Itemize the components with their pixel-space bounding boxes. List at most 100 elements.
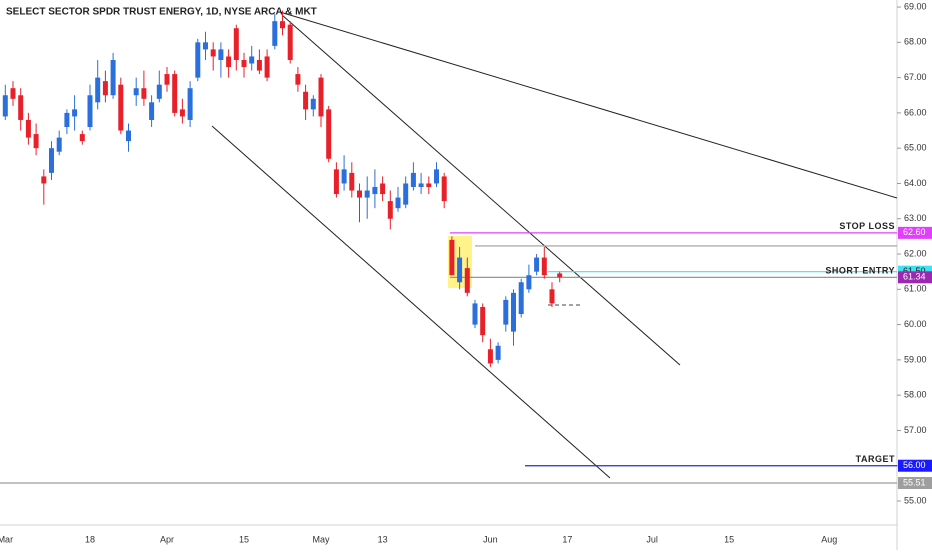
candle-body xyxy=(25,119,31,138)
y-tick-label: 63.00 xyxy=(904,213,927,223)
candle-body xyxy=(349,172,355,191)
candle-body xyxy=(2,95,8,117)
candle-body xyxy=(480,306,486,336)
price-line-label: TARGET xyxy=(856,454,895,464)
candle-body xyxy=(318,77,324,117)
price-line-label: STOP LOSS xyxy=(839,221,895,231)
candle-body xyxy=(195,42,201,78)
candle-body xyxy=(87,95,93,128)
price-line-label: SHORT ENTRY xyxy=(825,266,895,276)
candle-body xyxy=(326,109,332,159)
candle-body xyxy=(64,112,70,128)
candle-body xyxy=(79,134,85,142)
candle-body xyxy=(172,74,178,113)
candle-body xyxy=(164,74,170,85)
candle-body xyxy=(95,77,101,103)
candle-body xyxy=(395,197,401,209)
candle-body xyxy=(18,95,24,120)
candle-body xyxy=(156,84,162,99)
candle-body xyxy=(418,183,424,187)
candle-body xyxy=(280,21,285,29)
y-tick-label: 69.00 xyxy=(904,1,927,11)
candle-body xyxy=(56,137,62,152)
candle-body xyxy=(126,130,131,142)
x-tick-label: May xyxy=(312,534,330,544)
candle-body xyxy=(511,292,516,332)
y-tick-label: 64.00 xyxy=(904,178,927,188)
candle-body xyxy=(49,148,54,173)
candle-body xyxy=(233,28,239,60)
price-tag xyxy=(898,459,932,472)
trend-line xyxy=(211,125,611,479)
x-tick-label: 15 xyxy=(239,534,249,544)
candle-body xyxy=(387,201,393,219)
candle-body xyxy=(303,91,309,110)
candle-body xyxy=(541,257,547,276)
candle-body xyxy=(457,257,463,283)
candle-body xyxy=(518,282,524,315)
candle-body xyxy=(526,275,532,290)
y-tick-label: 67.00 xyxy=(904,72,927,82)
price-tag-label: 56.00 xyxy=(903,460,926,470)
x-tick-label: Mar xyxy=(0,534,13,544)
candle-body xyxy=(264,56,270,78)
candle-body xyxy=(310,98,316,110)
trend-line xyxy=(281,14,681,366)
candle-body xyxy=(534,257,540,272)
x-tick-label: Jun xyxy=(483,534,498,544)
trend-line xyxy=(279,11,898,199)
candle-body xyxy=(41,176,47,184)
candle-body xyxy=(495,345,501,360)
x-tick-label: Apr xyxy=(160,534,174,544)
candle-body xyxy=(272,21,278,46)
candle-body xyxy=(472,303,478,325)
y-tick-label: 55.00 xyxy=(904,495,927,505)
x-tick-label: 15 xyxy=(724,534,734,544)
candle-body xyxy=(149,102,155,120)
candle-body xyxy=(249,56,255,64)
price-tag-label: 61.50 xyxy=(903,266,926,276)
candle-body xyxy=(33,134,39,149)
x-tick-label: 18 xyxy=(85,534,95,544)
candle-body xyxy=(295,74,301,85)
price-tag xyxy=(898,271,932,284)
price-tag-label: 55.51 xyxy=(903,477,926,487)
candle-body xyxy=(226,56,232,68)
candle-body xyxy=(241,59,247,68)
x-tick-label: Aug xyxy=(821,534,837,544)
candle-body xyxy=(364,190,370,198)
x-tick-label: 17 xyxy=(562,534,572,544)
price-tag xyxy=(898,477,932,490)
candle-body xyxy=(557,273,563,278)
candle-body xyxy=(187,88,193,120)
candle-body xyxy=(256,59,262,71)
candle-body xyxy=(102,81,108,96)
candle-body xyxy=(333,169,339,195)
candle-body xyxy=(503,299,509,325)
y-tick-label: 61.00 xyxy=(904,284,927,294)
candle-body xyxy=(464,268,470,293)
candle-body xyxy=(410,172,416,187)
candle-body xyxy=(10,88,16,99)
y-tick-label: 59.00 xyxy=(904,354,927,364)
y-tick-label: 66.00 xyxy=(904,107,927,117)
y-tick-label: 60.00 xyxy=(904,319,927,329)
y-tick-label: 58.00 xyxy=(904,390,927,400)
candle-body xyxy=(487,349,493,364)
price-tag-label: 61.34 xyxy=(903,272,926,282)
candle-body xyxy=(72,109,78,117)
candle-body xyxy=(380,183,386,195)
candle-body xyxy=(141,88,147,99)
candle-body xyxy=(203,42,208,50)
candle-body xyxy=(118,84,124,131)
candle-body xyxy=(357,190,362,198)
price-tag-label: 62.60 xyxy=(903,227,926,237)
candle-body xyxy=(372,186,378,195)
x-tick-label: 13 xyxy=(378,534,388,544)
y-tick-label: 65.00 xyxy=(904,143,927,153)
candle-body xyxy=(341,169,347,184)
candle-body xyxy=(218,49,224,60)
y-tick-label: 62.00 xyxy=(904,248,927,258)
candle-body xyxy=(549,289,555,304)
